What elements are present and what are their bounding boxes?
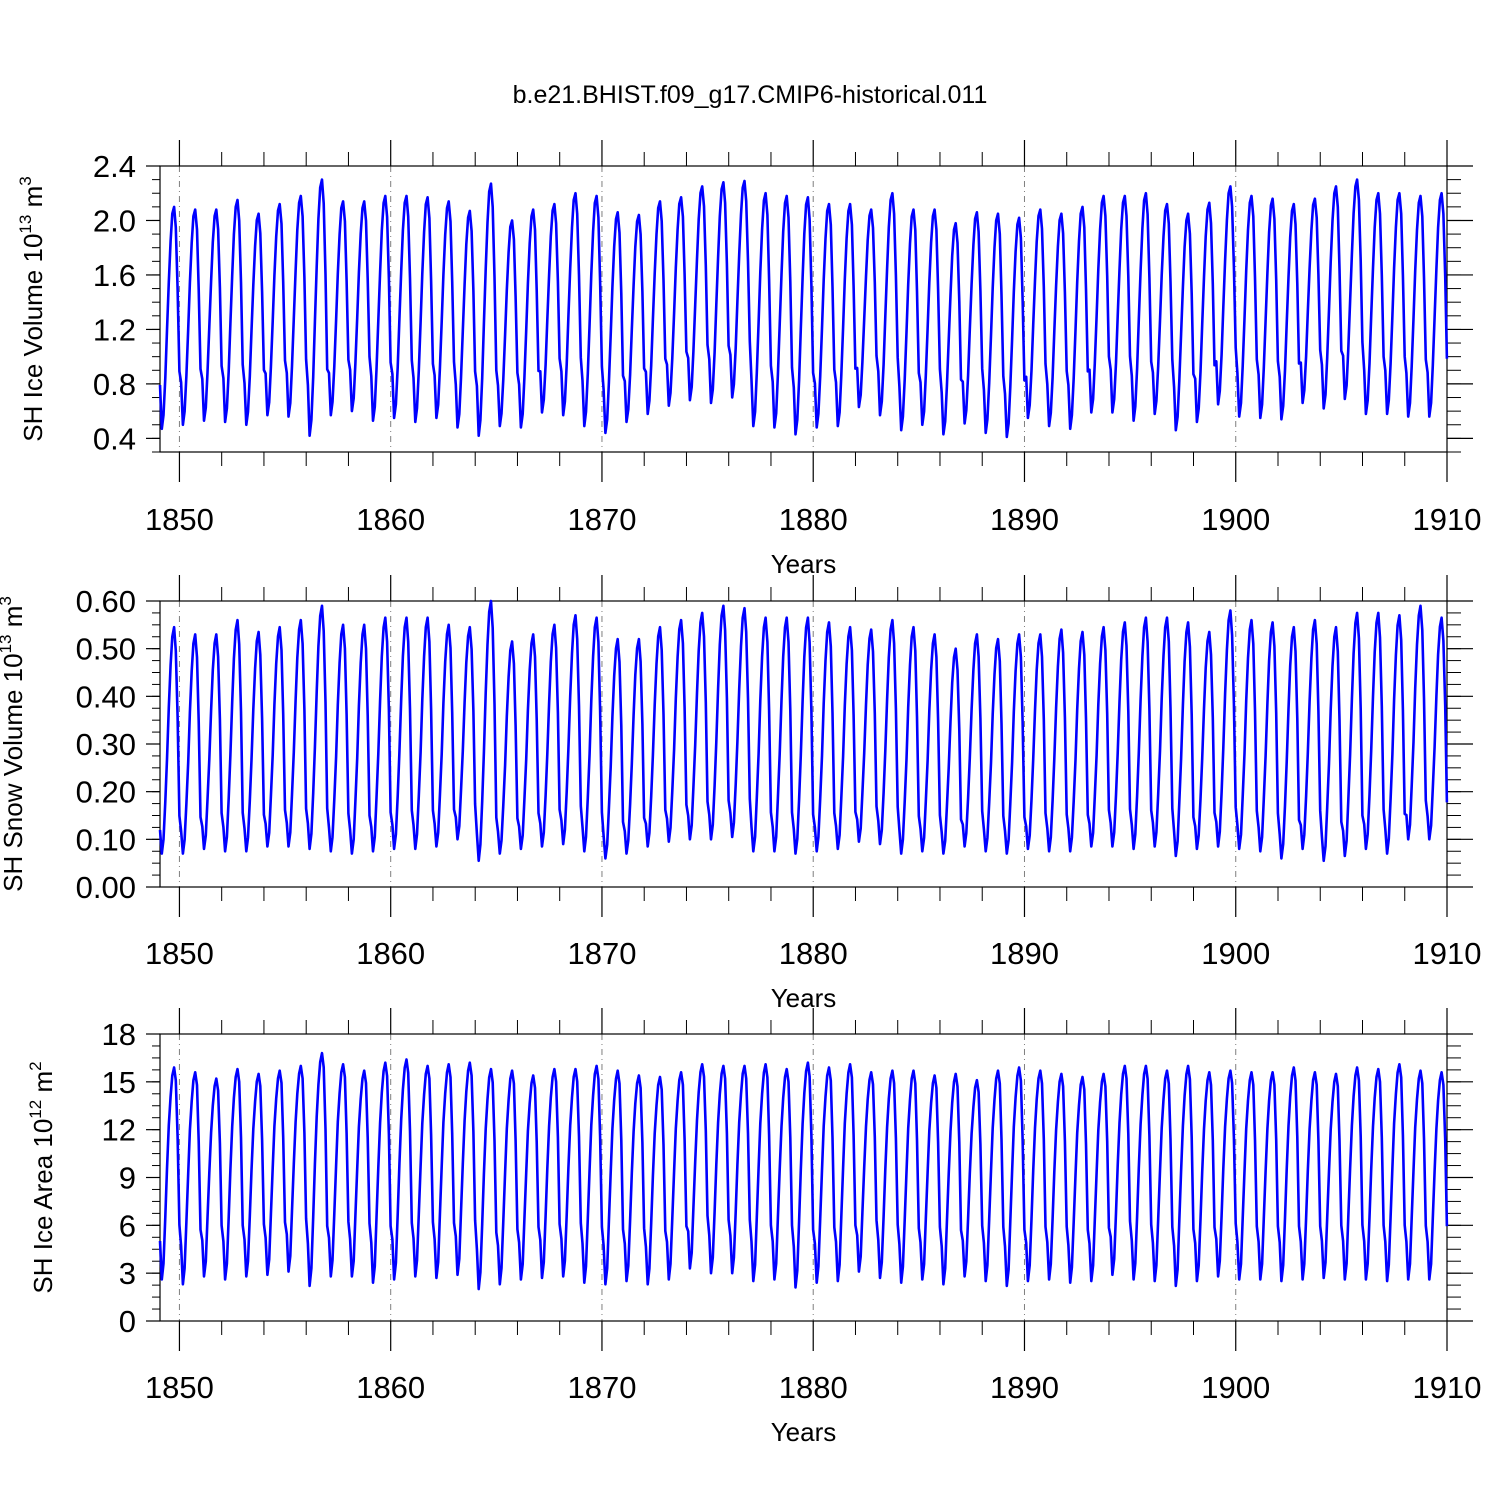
x-tick-label: 1890 [990, 502, 1059, 537]
y-tick-label: 0.8 [93, 367, 136, 402]
y-tick-label: 0.50 [76, 632, 136, 667]
x-tick-label: 1910 [1413, 936, 1482, 971]
y-tick-label: 0.10 [76, 822, 136, 857]
x-tick-label: 1850 [145, 502, 214, 537]
x-axis-label: Years [771, 983, 837, 1013]
x-tick-label: 1900 [1201, 1370, 1270, 1405]
y-tick-label: 0 [119, 1304, 136, 1339]
x-tick-label: 1860 [356, 1370, 425, 1405]
x-tick-label: 1850 [145, 936, 214, 971]
x-tick-label: 1860 [356, 936, 425, 971]
x-tick-label: 1890 [990, 1370, 1059, 1405]
y-tick-label: 15 [102, 1065, 136, 1100]
series-line [158, 1051, 1449, 1291]
panel-2: 0.00 0.10 0.20 0.30 0.40 0.50 0.60 1850 1860 1870… [0, 575, 1481, 1013]
x-axis-label: Years [771, 1417, 837, 1447]
x-tick-label: 1880 [779, 936, 848, 971]
y-tick-label: 1.6 [93, 258, 136, 293]
x-tick-label: 1900 [1201, 502, 1270, 537]
panel-3: 0 3 6 9 12 15 18 1850 1860 1870 1880 1890 1900 1910 Ye… [26, 1008, 1481, 1447]
x-tick-label: 1900 [1201, 936, 1270, 971]
y-tick-label: 6 [119, 1208, 136, 1243]
y-tick-label: 18 [102, 1017, 136, 1052]
y-axis-label: SH Snow Volume 1013 m3 [0, 596, 28, 892]
y-tick-label: 3 [119, 1256, 136, 1291]
chart-title: b.e21.BHIST.f09_g17.CMIP6-historical.011 [513, 81, 988, 109]
y-tick-label: 9 [119, 1161, 136, 1196]
series-line [158, 599, 1449, 863]
y-tick-label: 12 [102, 1113, 136, 1148]
y-tick-label: 0.00 [76, 870, 136, 905]
x-tick-label: 1910 [1413, 502, 1482, 537]
y-axis-label: SH Ice Volume 1013 m3 [16, 176, 48, 441]
y-tick-label: 1.2 [93, 312, 136, 347]
x-tick-label: 1890 [990, 936, 1059, 971]
x-tick-label: 1880 [779, 502, 848, 537]
x-tick-label: 1860 [356, 502, 425, 537]
x-tick-label: 1870 [567, 502, 636, 537]
x-tick-label: 1850 [145, 1370, 214, 1405]
x-tick-label: 1870 [567, 936, 636, 971]
series-line [158, 178, 1449, 439]
y-tick-label: 0.30 [76, 727, 136, 762]
x-tick-label: 1870 [567, 1370, 636, 1405]
x-axis-label: Years [771, 549, 837, 579]
x-tick-label: 1880 [779, 1370, 848, 1405]
y-axis-label: SH Ice Area 1012 m2 [26, 1061, 58, 1293]
y-tick-label: 2.0 [93, 203, 136, 238]
y-tick-label: 0.4 [93, 421, 136, 456]
plot-frame [159, 1033, 1448, 1322]
x-tick-label: 1910 [1413, 1370, 1482, 1405]
y-tick-label: 0.20 [76, 775, 136, 810]
panel-1: 0.4 0.8 1.2 1.6 2.0 2.4 1850 1860 1870 1880 1890 19… [16, 140, 1481, 579]
y-tick-label: 0.40 [76, 679, 136, 714]
y-tick-label: 0.60 [76, 584, 136, 619]
y-tick-label: 2.4 [93, 149, 136, 184]
